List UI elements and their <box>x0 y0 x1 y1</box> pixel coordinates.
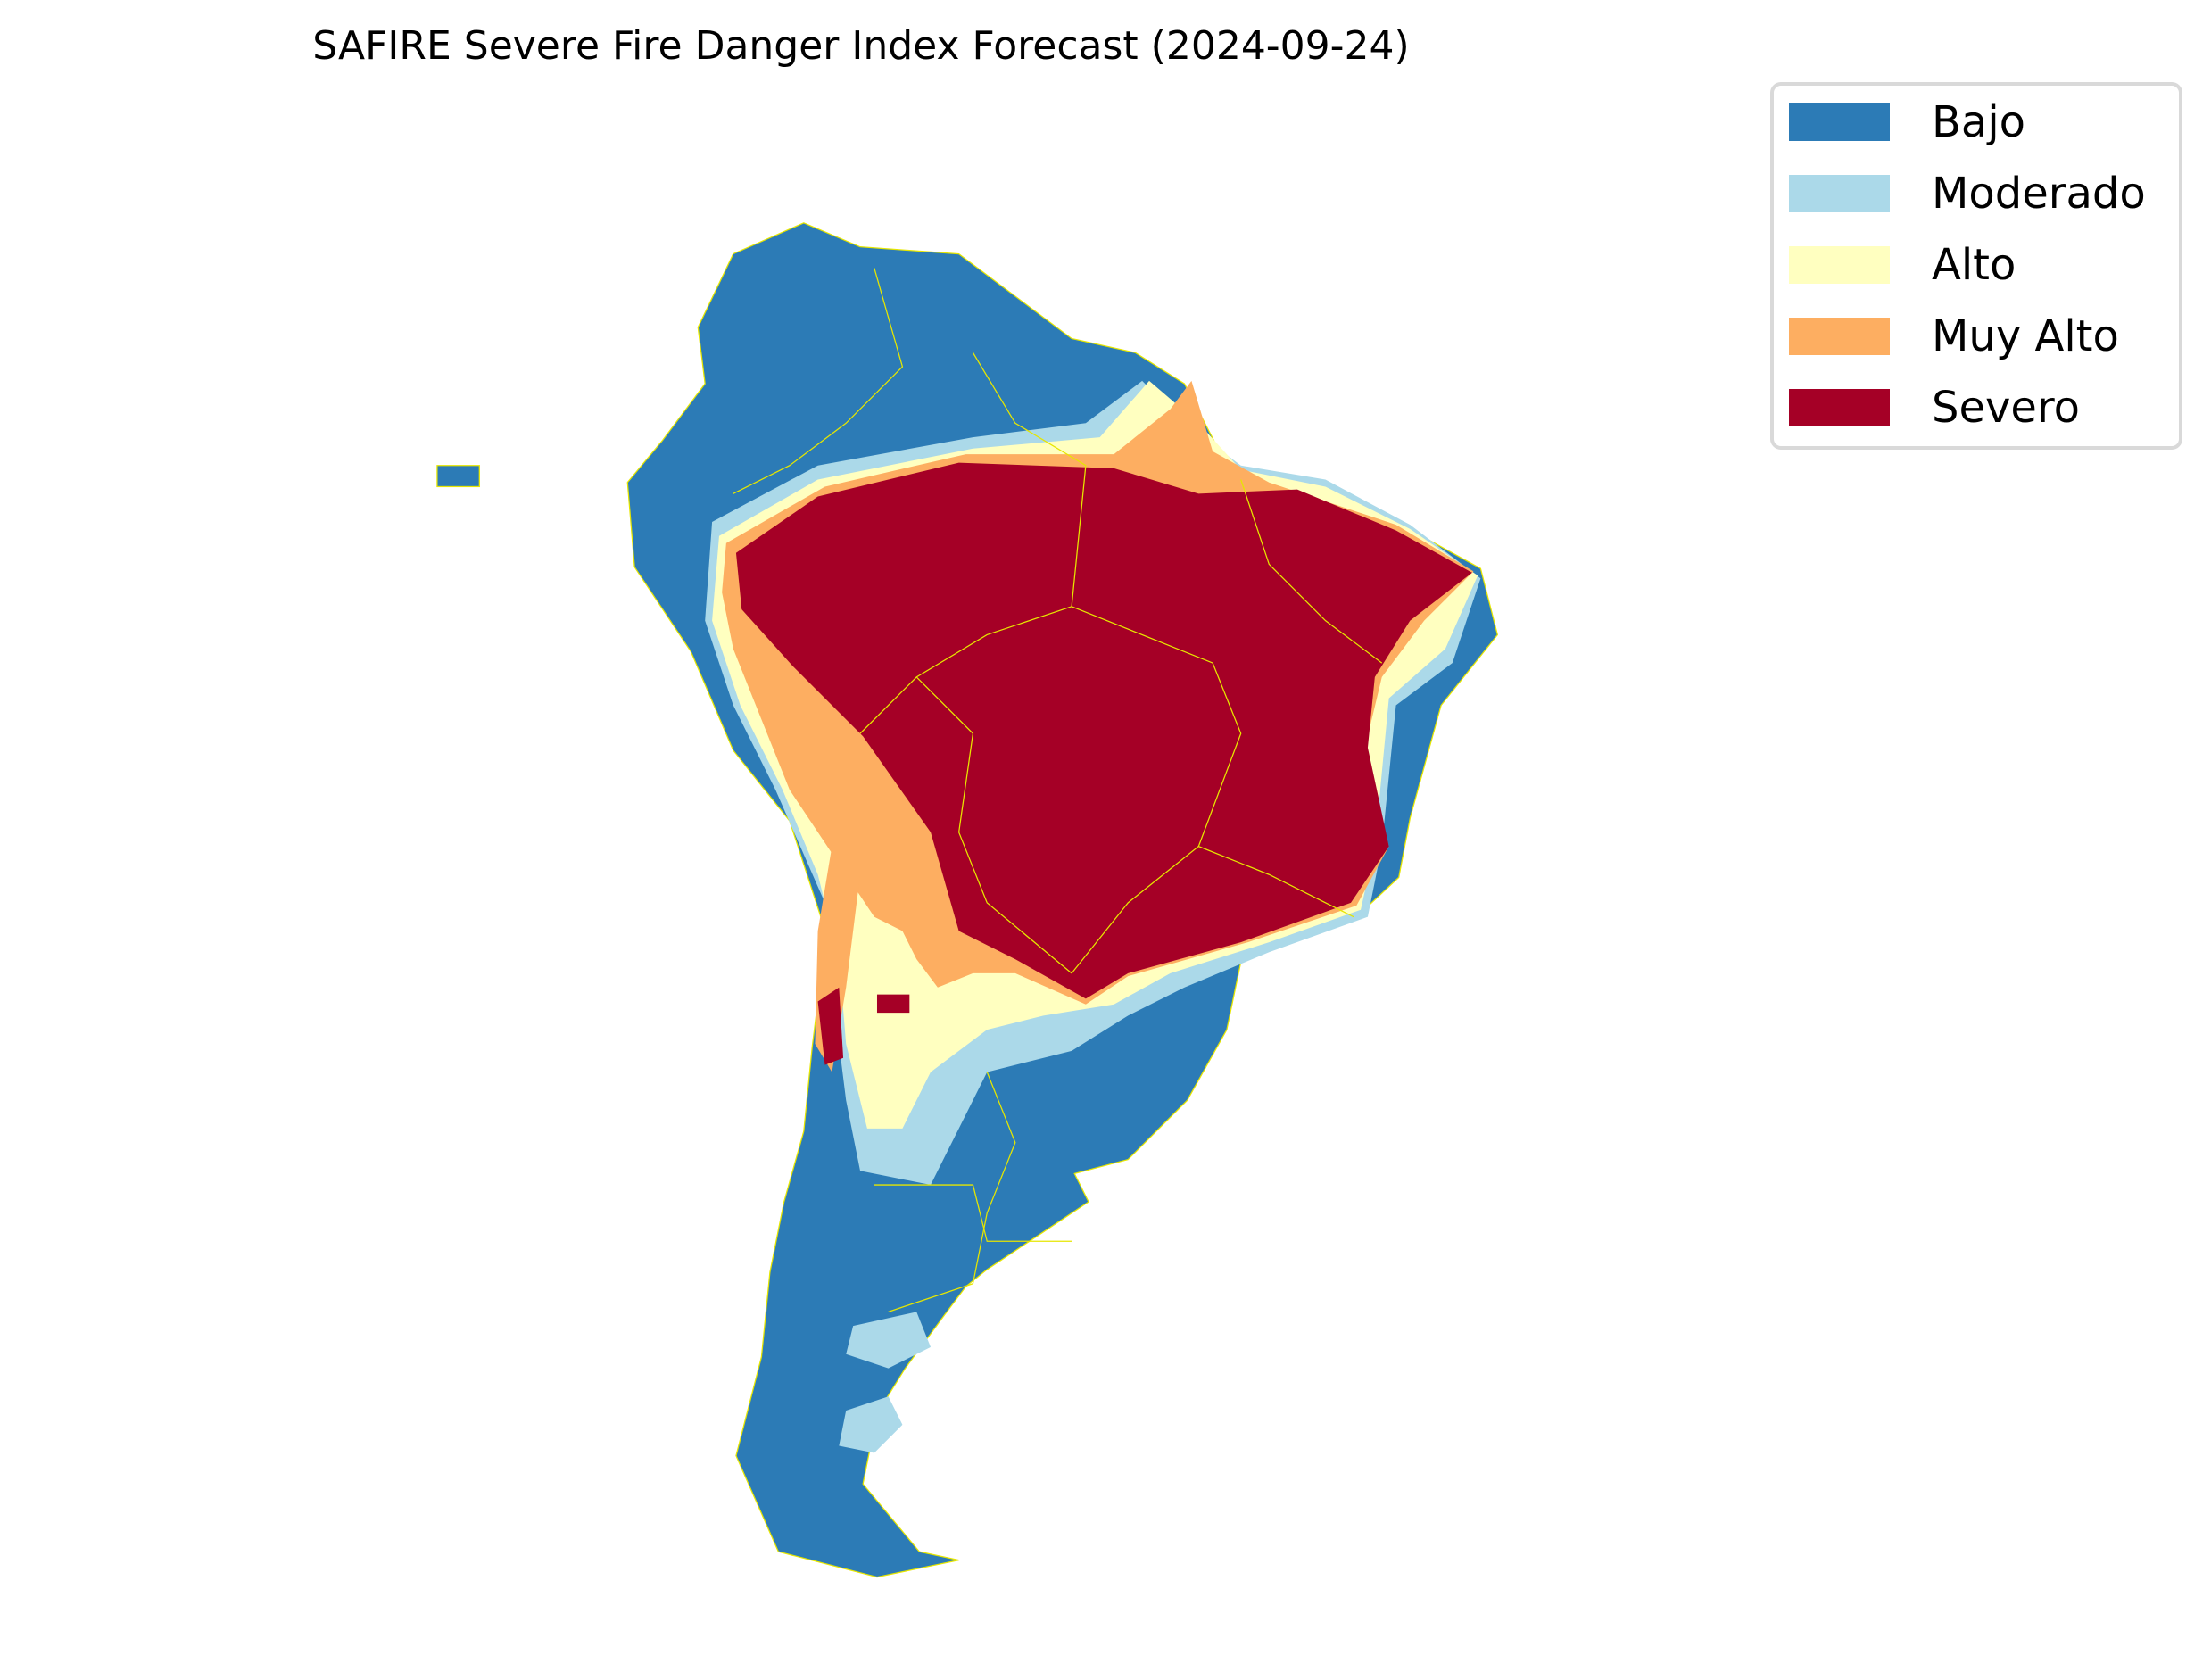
legend-item-muy-alto: Muy Alto <box>1789 311 2119 361</box>
legend-item-moderado: Moderado <box>1789 169 2146 219</box>
legend-label: Bajo <box>1932 97 2026 147</box>
legend-swatch-severo <box>1789 389 1890 426</box>
legend: Bajo Moderado Alto Muy Alto Severo <box>1770 82 2182 450</box>
legend-item-alto: Alto <box>1789 240 2016 290</box>
region-severo <box>735 462 1472 999</box>
country-borders <box>733 268 1383 1312</box>
legend-label: Severo <box>1932 383 2080 433</box>
legend-label: Alto <box>1932 240 2016 290</box>
galapagos-islands <box>436 465 480 488</box>
legend-label: Muy Alto <box>1932 311 2119 361</box>
map-title: SAFIRE Severe Fire Danger Index Forecast… <box>312 23 1410 69</box>
legend-label: Moderado <box>1932 169 2146 219</box>
region-moderado-south <box>839 1396 903 1453</box>
region-severo-chile <box>817 987 844 1065</box>
region-moderado-south2 <box>846 1312 932 1369</box>
legend-swatch-moderado <box>1789 175 1890 212</box>
legend-swatch-bajo <box>1789 103 1890 141</box>
legend-swatch-alto <box>1789 246 1890 284</box>
region-severo-patch <box>876 994 910 1014</box>
legend-item-severo: Severo <box>1789 383 2080 433</box>
legend-swatch-muy-alto <box>1789 318 1890 355</box>
legend-item-bajo: Bajo <box>1789 97 2025 147</box>
